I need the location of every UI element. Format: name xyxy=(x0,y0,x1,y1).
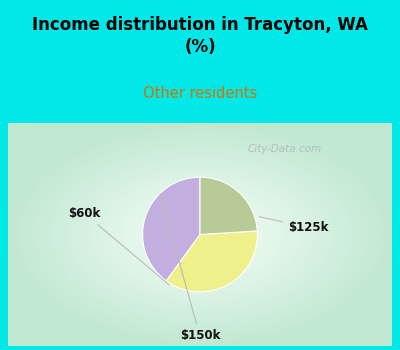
Text: $150k: $150k xyxy=(160,194,220,343)
Text: $125k: $125k xyxy=(259,217,329,234)
Wedge shape xyxy=(143,177,200,281)
Text: Other residents: Other residents xyxy=(143,86,257,101)
Wedge shape xyxy=(166,231,257,292)
Text: Income distribution in Tracyton, WA
(%): Income distribution in Tracyton, WA (%) xyxy=(32,16,368,56)
Text: City-Data.com: City-Data.com xyxy=(248,145,322,154)
Text: $60k: $60k xyxy=(68,207,169,285)
Wedge shape xyxy=(200,177,257,234)
